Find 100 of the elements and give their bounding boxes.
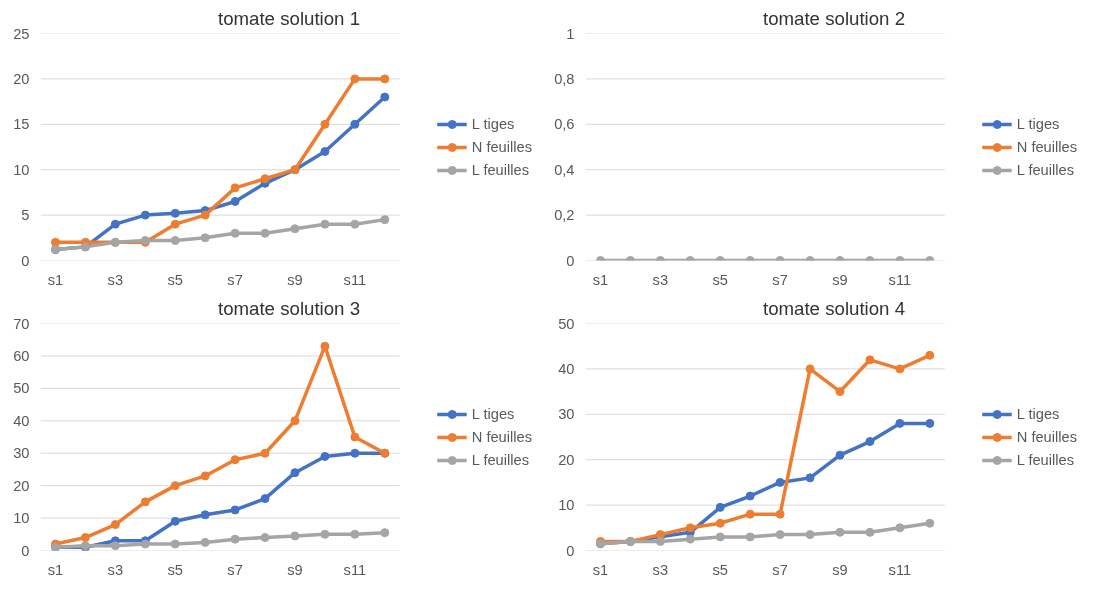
x-tick-label: s1: [47, 271, 64, 288]
x-tick-label: s1: [592, 561, 609, 578]
point: [350, 219, 360, 229]
point: [290, 224, 300, 234]
point: [380, 528, 390, 538]
x-tick-label: s7: [227, 271, 243, 288]
x-tick-label: s3: [652, 561, 669, 578]
x-tick-label: s11: [343, 561, 367, 578]
y-tick-label: 0: [21, 252, 30, 269]
point: [895, 523, 905, 533]
point: [865, 437, 875, 447]
legend-label: L feuilles: [471, 451, 530, 468]
point: [200, 233, 210, 243]
legend-label: N feuilles: [1016, 138, 1077, 155]
point: [200, 210, 210, 220]
point: [715, 518, 725, 528]
chart-title: tomate solution 4: [762, 297, 906, 319]
point: [170, 208, 180, 218]
point: [715, 532, 725, 542]
point: [350, 119, 360, 129]
y-tick-label: 0,2: [554, 207, 575, 224]
x-tick-label: s5: [167, 561, 183, 578]
point: [170, 236, 180, 246]
x-tick-label: s1: [592, 271, 609, 288]
point: [775, 530, 785, 540]
point: [170, 219, 180, 229]
x-tick-label: s5: [167, 271, 183, 288]
y-tick-label: 20: [13, 477, 30, 494]
point: [110, 520, 120, 530]
point: [895, 418, 905, 428]
chart-title: tomate solution 1: [217, 7, 361, 29]
y-tick-label: 50: [13, 380, 30, 397]
point: [745, 532, 755, 542]
point: [835, 450, 845, 460]
point: [805, 530, 815, 540]
y-tick-label: 30: [558, 406, 575, 423]
y-tick-label: 0,6: [554, 116, 575, 133]
y-tick-label: 0,4: [554, 161, 575, 178]
point: [865, 527, 875, 537]
y-tick-label: 20: [558, 451, 575, 468]
chart-title: tomate solution 3: [217, 297, 361, 319]
point: [170, 481, 180, 491]
point: [805, 364, 815, 374]
x-tick-label: s7: [772, 271, 788, 288]
x-tick-label: s9: [832, 561, 848, 578]
y-tick-label: 25: [13, 25, 30, 42]
point: [350, 74, 360, 84]
y-tick-label: 30: [13, 445, 30, 462]
point: [290, 531, 300, 541]
legend-label: L feuilles: [1016, 451, 1075, 468]
point: [320, 451, 330, 461]
point: [170, 516, 180, 526]
point: [320, 147, 330, 157]
y-tick-label: 10: [13, 510, 30, 527]
point: [320, 219, 330, 229]
point: [805, 473, 815, 483]
point: [380, 92, 390, 102]
point: [260, 494, 270, 504]
point: [925, 418, 935, 428]
point: [200, 537, 210, 547]
y-tick-label: 40: [13, 412, 30, 429]
point: [320, 341, 330, 351]
legend-label: N feuilles: [1016, 428, 1077, 445]
point: [320, 119, 330, 129]
point: [290, 468, 300, 478]
point: [110, 219, 120, 229]
legend-label: L tiges: [471, 115, 515, 132]
point: [350, 529, 360, 539]
point: [835, 387, 845, 397]
x-tick-label: s11: [888, 561, 912, 578]
x-tick-label: s9: [287, 561, 303, 578]
y-tick-label: 1: [566, 25, 575, 42]
point: [260, 448, 270, 458]
point: [775, 477, 785, 487]
x-tick-label: s9: [287, 271, 303, 288]
y-tick-label: 15: [13, 116, 30, 133]
point: [50, 237, 60, 247]
x-tick-label: s3: [107, 271, 124, 288]
legend-label: L tiges: [1016, 115, 1060, 132]
point: [745, 509, 755, 519]
y-tick-label: 5: [21, 207, 30, 224]
x-tick-label: s11: [343, 271, 367, 288]
x-tick-label: s7: [227, 561, 243, 578]
x-tick-label: s3: [107, 561, 124, 578]
legend-label: N feuilles: [471, 428, 532, 445]
point: [140, 210, 150, 220]
point: [230, 183, 240, 193]
point: [260, 174, 270, 184]
legend-label: N feuilles: [471, 138, 532, 155]
point: [110, 541, 120, 551]
point: [685, 534, 695, 544]
point: [230, 455, 240, 465]
y-tick-label: 40: [558, 360, 575, 377]
x-tick-label: s7: [772, 561, 788, 578]
legend-label: L tiges: [471, 405, 515, 422]
point: [865, 355, 875, 365]
point: [685, 523, 695, 533]
point: [230, 505, 240, 515]
chart-title: tomate solution 2: [762, 7, 906, 29]
point: [200, 471, 210, 481]
